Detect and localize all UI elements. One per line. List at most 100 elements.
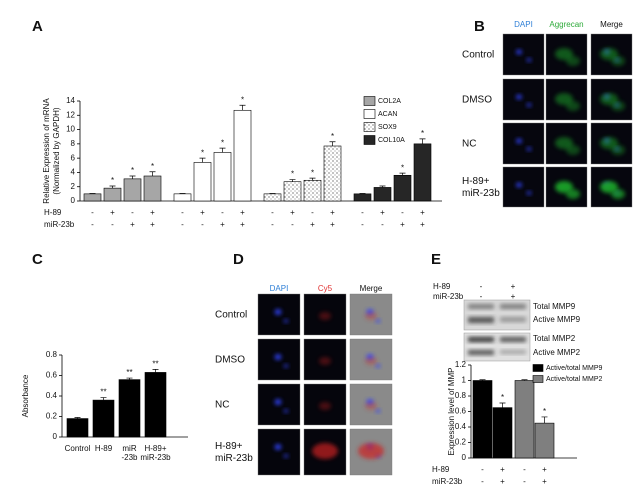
bar <box>472 380 493 459</box>
significance-star: ** <box>126 368 132 377</box>
cell-signal <box>526 103 532 107</box>
cell-signal <box>566 56 580 66</box>
condition-sign: + <box>240 220 245 229</box>
legend-label: ACAN <box>378 111 397 118</box>
y-tick-label: 0 <box>462 453 467 462</box>
bar <box>514 380 535 459</box>
y-tick-label: 0.6 <box>46 371 58 380</box>
bar <box>123 178 142 202</box>
condition-sign: + <box>542 465 547 474</box>
x-tick-label: Control <box>65 444 91 453</box>
cell-signal <box>283 364 289 368</box>
cell-signal <box>526 58 532 62</box>
band-label: Active MMP9 <box>533 315 581 324</box>
x-tick-label-line: H-89+ <box>144 444 166 453</box>
significance-star: * <box>331 132 334 141</box>
cell-signal <box>283 319 289 323</box>
bar <box>143 175 162 202</box>
condition-label: miR-23b <box>432 477 463 486</box>
error-bar <box>129 175 136 179</box>
condition-sign: + <box>511 282 516 291</box>
significance-star: * <box>543 407 546 416</box>
condition-sign: - <box>361 220 364 229</box>
y-tick-label: 1 <box>462 376 467 385</box>
bar <box>83 193 102 202</box>
condition-sign: - <box>480 292 483 301</box>
y-axis-label-line: Expression level of MMP <box>447 367 456 455</box>
condition-label: miR-23b <box>433 292 464 301</box>
x-tick-label-line: miR-23b <box>140 453 171 462</box>
cell-signal <box>600 181 618 193</box>
significance-star: ** <box>152 359 158 368</box>
y-tick-label: 6 <box>71 153 76 162</box>
cell-signal <box>365 357 377 365</box>
row-label-line: miR-23b <box>215 453 253 464</box>
condition-sign: - <box>271 208 274 217</box>
error-bar <box>74 417 81 419</box>
cell-signal <box>274 309 282 315</box>
error-bar <box>499 402 506 408</box>
condition-sign: - <box>91 208 94 217</box>
error-bar <box>521 379 528 381</box>
row-label: NC <box>215 399 229 410</box>
legend-swatch <box>363 122 376 132</box>
condition-sign: + <box>110 208 115 217</box>
cell-signal <box>516 182 522 188</box>
y-tick-label: 0.8 <box>46 350 58 359</box>
y-tick-label: 0.2 <box>46 412 58 421</box>
significance-star: * <box>291 170 294 179</box>
significance-star: * <box>421 129 424 138</box>
x-tick-label: H-89+ miR-23b <box>140 444 171 462</box>
y-tick-label: 8 <box>71 139 76 148</box>
panel-label: D <box>233 251 244 268</box>
cell-signal <box>375 319 381 323</box>
y-axis-label: Expression level of MMP <box>447 367 456 455</box>
cell-signal <box>566 101 580 111</box>
micrograph <box>502 78 545 121</box>
condition-sign: - <box>271 220 274 229</box>
legend-swatch <box>363 96 376 106</box>
y-tick-label: 0 <box>53 432 58 441</box>
cell-signal <box>566 189 580 199</box>
error-bar <box>419 138 426 144</box>
condition-sign: + <box>511 292 516 301</box>
condition-sign: + <box>220 220 225 229</box>
cell-signal <box>274 354 282 360</box>
row-label: DMSO <box>462 94 492 105</box>
row-label-line: DMSO <box>215 354 245 365</box>
y-tick-label: 10 <box>66 125 75 134</box>
cell-signal <box>283 409 289 413</box>
cell-signal <box>600 93 618 105</box>
cell-signal <box>555 137 573 149</box>
error-bar <box>109 185 116 189</box>
bar <box>233 109 252 202</box>
cell-signal <box>611 189 625 199</box>
micrograph <box>502 166 545 208</box>
condition-sign: - <box>111 220 114 229</box>
row-label: H-89+ miR-23b <box>215 441 253 464</box>
cell-signal <box>358 443 384 459</box>
error-bar <box>152 369 159 373</box>
error-bar <box>329 141 336 146</box>
legend-swatch <box>363 109 376 119</box>
condition-sign: - <box>201 220 204 229</box>
condition-sign: - <box>91 220 94 229</box>
significance-star: ** <box>100 388 106 397</box>
cell-signal <box>365 312 377 320</box>
condition-sign: - <box>481 477 484 486</box>
bar <box>413 143 432 202</box>
row-label: Control <box>215 309 247 320</box>
error-bar <box>149 171 156 176</box>
condition-sign: + <box>420 208 425 217</box>
significance-star: * <box>151 162 154 171</box>
y-tick-label: 0 <box>71 196 76 205</box>
panel-label: B <box>474 18 485 35</box>
cell-signal <box>375 409 381 413</box>
x-tick-label: H-89 <box>95 444 113 453</box>
cell-signal <box>611 101 625 111</box>
error-bar <box>309 177 316 181</box>
condition-sign: - <box>221 208 224 217</box>
cell-signal <box>516 138 522 144</box>
condition-sign: + <box>380 208 385 217</box>
error-bar <box>219 147 226 153</box>
